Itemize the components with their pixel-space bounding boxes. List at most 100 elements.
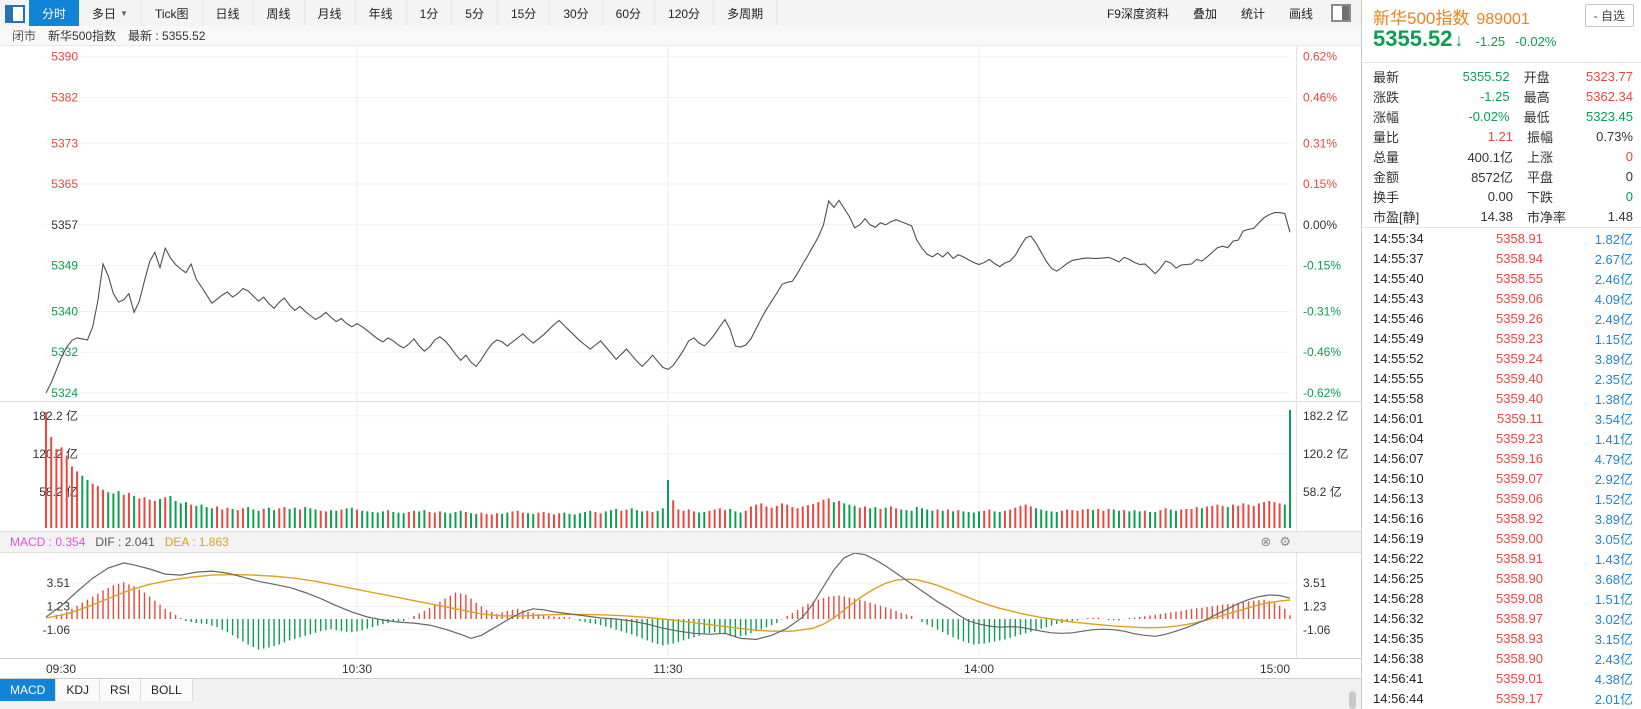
tick-list-item[interactable]: 14:56:01 5359.11 3.54亿 bbox=[1362, 408, 1641, 428]
dea-value: DEA : 1.863 bbox=[164, 535, 229, 549]
toolbar-tool-2[interactable]: 统计 bbox=[1240, 6, 1265, 21]
tab-indicator-boll[interactable]: BOLL bbox=[141, 679, 193, 701]
stat-label: 量比 bbox=[1373, 129, 1400, 145]
tick-list-item[interactable]: 14:56:19 5359.00 3.05亿 bbox=[1362, 528, 1641, 548]
stat-row: 总量 400.1亿 上涨 0 bbox=[1362, 146, 1641, 166]
tab-period-1[interactable]: 多日 ▼ bbox=[79, 0, 142, 26]
scrollbar-thumb[interactable] bbox=[1349, 691, 1356, 709]
tick-volume: 2.35亿 bbox=[1594, 371, 1633, 387]
tick-price: 5359.06 bbox=[1496, 490, 1543, 506]
tick-list-item[interactable]: 14:56:25 5358.90 3.68亿 bbox=[1362, 568, 1641, 588]
tick-price: 5358.97 bbox=[1496, 610, 1543, 626]
stat-label: 振幅 bbox=[1527, 129, 1554, 145]
tick-price: 5359.11 bbox=[1496, 410, 1543, 426]
svg-text:14:00: 14:00 bbox=[964, 662, 994, 676]
tick-list[interactable]: 14:55:34 5358.91 1.82亿 14:55:37 5358.94 2.67亿… bbox=[1362, 227, 1641, 709]
tick-list-item[interactable]: 14:55:52 5359.24 3.89亿 bbox=[1362, 348, 1641, 368]
stat-row: 换手 0.00 下跌 0 bbox=[1362, 186, 1641, 206]
tab-indicator-kdj[interactable]: KDJ bbox=[56, 679, 101, 701]
tick-list-item[interactable]: 14:56:22 5358.91 1.43亿 bbox=[1362, 548, 1641, 568]
tab-period-6[interactable]: 年线 bbox=[356, 0, 407, 26]
tab-period-7[interactable]: 1分 bbox=[407, 0, 453, 26]
svg-text:1.23: 1.23 bbox=[1303, 599, 1327, 613]
tick-price: 5358.94 bbox=[1496, 250, 1543, 266]
tick-volume: 3.54亿 bbox=[1594, 411, 1633, 427]
svg-text:5332: 5332 bbox=[51, 345, 78, 359]
tick-list-item[interactable]: 14:56:10 5359.07 2.92亿 bbox=[1362, 468, 1641, 488]
tick-volume: 2.67亿 bbox=[1594, 251, 1633, 267]
tick-list-item[interactable]: 14:55:43 5359.06 4.09亿 bbox=[1362, 288, 1641, 308]
tick-list-item[interactable]: 14:56:38 5358.90 2.43亿 bbox=[1362, 648, 1641, 668]
tick-list-item[interactable]: 14:55:49 5359.23 1.15亿 bbox=[1362, 328, 1641, 348]
tick-list-item[interactable]: 14:56:35 5358.93 3.15亿 bbox=[1362, 628, 1641, 648]
tick-list-item[interactable]: 14:56:13 5359.06 1.52亿 bbox=[1362, 488, 1641, 508]
tick-list-item[interactable]: 14:56:28 5359.08 1.51亿 bbox=[1362, 588, 1641, 608]
tab-period-2[interactable]: Tick图 bbox=[142, 0, 203, 26]
tab-period-10[interactable]: 30分 bbox=[550, 0, 603, 26]
stat-label: 总量 bbox=[1373, 149, 1400, 165]
tick-price: 5359.17 bbox=[1496, 690, 1543, 706]
tick-volume: 4.79亿 bbox=[1594, 451, 1633, 467]
tick-list-item[interactable]: 14:55:37 5358.94 2.67亿 bbox=[1362, 248, 1641, 268]
tick-price: 5359.16 bbox=[1496, 450, 1543, 466]
tick-list-item[interactable]: 14:56:44 5359.17 2.01亿 bbox=[1362, 688, 1641, 708]
tab-indicator-macd[interactable]: MACD bbox=[0, 679, 57, 701]
price-change-pct: -0.02% bbox=[1515, 34, 1557, 49]
tick-list-item[interactable]: 14:55:34 5358.91 1.82亿 bbox=[1362, 228, 1641, 248]
toolbar-tool-3[interactable]: 画线 bbox=[1288, 6, 1313, 21]
tab-period-8[interactable]: 5分 bbox=[452, 0, 498, 26]
tick-time: 14:55:34 bbox=[1373, 230, 1424, 246]
tab-indicator-rsi[interactable]: RSI bbox=[100, 679, 142, 701]
tick-list-item[interactable]: 14:56:04 5359.23 1.41亿 bbox=[1362, 428, 1641, 448]
close-indicator-icon[interactable]: ⊗ bbox=[1260, 534, 1272, 549]
svg-text:58.2 亿: 58.2 亿 bbox=[39, 484, 78, 499]
tick-volume: 1.52亿 bbox=[1594, 491, 1633, 507]
tab-period-5[interactable]: 月线 bbox=[305, 0, 356, 26]
minute-chart[interactable]: 5390 0.62% 5382 0.46% 5373 0.31% 5365 0.15% 5357… bbox=[0, 0, 1361, 709]
tick-list-item[interactable]: 14:55:58 5359.40 1.38亿 bbox=[1362, 388, 1641, 408]
tick-time: 14:56:35 bbox=[1373, 630, 1424, 646]
tick-volume: 1.43亿 bbox=[1594, 551, 1633, 567]
toolbar-tool-0[interactable]: F9深度资料 bbox=[1106, 6, 1169, 21]
tick-volume: 1.15亿 bbox=[1594, 331, 1633, 347]
svg-text:5382: 5382 bbox=[51, 90, 78, 104]
tick-time: 14:56:28 bbox=[1373, 590, 1424, 606]
tick-price: 5358.90 bbox=[1496, 570, 1543, 586]
tick-list-item[interactable]: 14:55:40 5358.55 2.46亿 bbox=[1362, 268, 1641, 288]
layout-panel-icon[interactable] bbox=[5, 5, 25, 23]
tick-list-item[interactable]: 14:56:07 5359.16 4.79亿 bbox=[1362, 448, 1641, 468]
stat-label: 涨幅 bbox=[1373, 109, 1400, 125]
tick-volume: 1.41亿 bbox=[1594, 431, 1633, 447]
svg-text:5349: 5349 bbox=[51, 259, 78, 273]
tab-period-12[interactable]: 120分 bbox=[655, 0, 715, 26]
split-view-icon[interactable] bbox=[1331, 4, 1351, 22]
tick-time: 14:55:46 bbox=[1373, 310, 1424, 326]
tick-list-item[interactable]: 14:56:41 5359.01 4.38亿 bbox=[1362, 668, 1641, 688]
tab-period-4[interactable]: 周线 bbox=[254, 0, 305, 26]
tick-time: 14:55:37 bbox=[1373, 250, 1424, 266]
stat-label: 最低 bbox=[1523, 109, 1550, 125]
tick-list-item[interactable]: 14:55:55 5359.40 2.35亿 bbox=[1362, 368, 1641, 388]
tab-period-11[interactable]: 60分 bbox=[603, 0, 656, 26]
svg-text:5340: 5340 bbox=[51, 304, 78, 318]
svg-text:0.15%: 0.15% bbox=[1303, 177, 1337, 191]
indicator-settings-gear-icon[interactable]: ⚙ bbox=[1279, 534, 1291, 549]
tab-period-0[interactable]: 分时 bbox=[29, 0, 80, 26]
tab-period-13[interactable]: 多周期 bbox=[714, 0, 778, 26]
tick-volume: 4.38亿 bbox=[1594, 671, 1633, 687]
tick-price: 5359.23 bbox=[1496, 430, 1543, 446]
tab-period-3[interactable]: 日线 bbox=[203, 0, 254, 26]
stat-value: 8572亿 bbox=[1471, 169, 1513, 185]
watchlist-toggle-button[interactable]: - 自选 bbox=[1584, 4, 1634, 27]
tick-list-item[interactable]: 14:55:46 5359.26 2.49亿 bbox=[1362, 308, 1641, 328]
tick-list-item[interactable]: 14:56:32 5358.97 3.02亿 bbox=[1362, 608, 1641, 628]
tick-time: 14:56:44 bbox=[1373, 690, 1424, 706]
tab-period-9[interactable]: 15分 bbox=[498, 0, 551, 26]
tick-price: 5359.08 bbox=[1496, 590, 1543, 606]
tick-price: 5359.00 bbox=[1496, 530, 1543, 546]
svg-text:5390: 5390 bbox=[51, 50, 78, 64]
toolbar-tool-1[interactable]: 叠加 bbox=[1192, 6, 1217, 21]
svg-text:0.31%: 0.31% bbox=[1303, 136, 1337, 150]
stat-value: 0.73% bbox=[1596, 128, 1633, 144]
tick-list-item[interactable]: 14:56:16 5358.92 3.89亿 bbox=[1362, 508, 1641, 528]
